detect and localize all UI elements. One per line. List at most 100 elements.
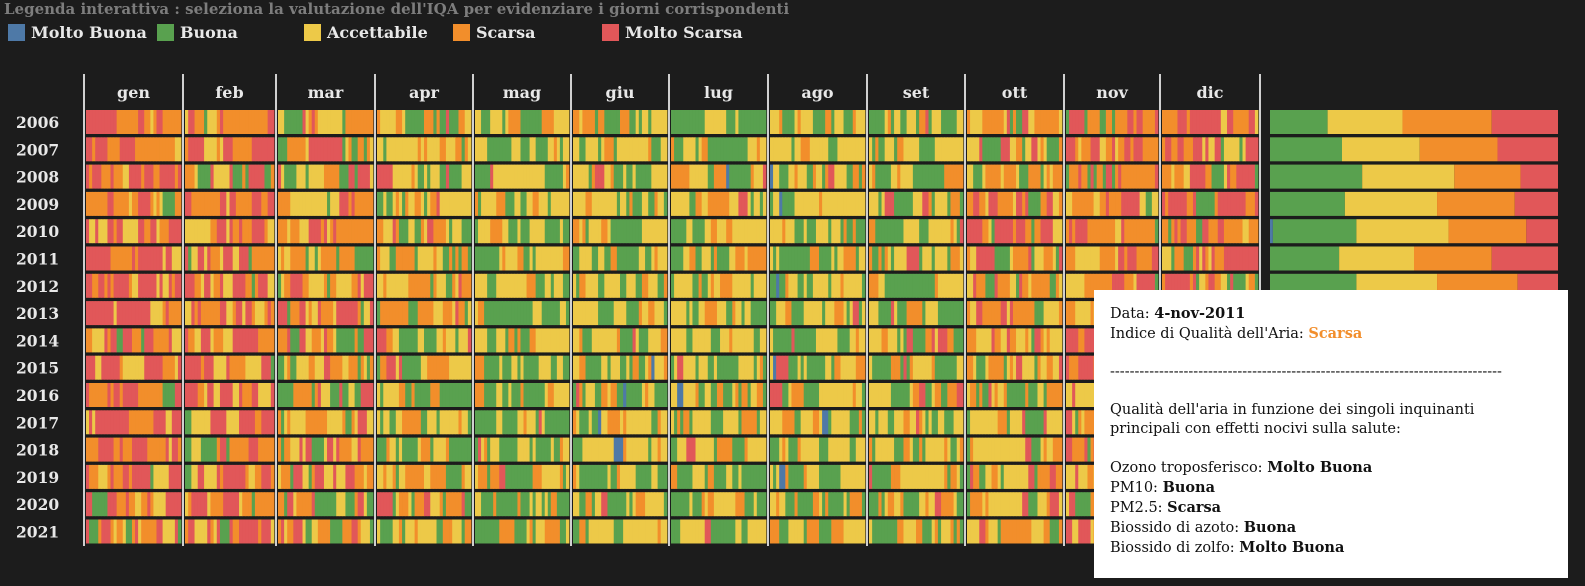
day-cell [562, 110, 567, 134]
day-cell [478, 383, 482, 407]
day-cell [499, 410, 503, 435]
legend-item-accettabile[interactable]: Accettabile [304, 22, 428, 42]
day-cell [1058, 328, 1063, 353]
day-cell [270, 383, 275, 407]
day-cell [1148, 219, 1153, 244]
day-cell [258, 383, 262, 407]
day-cell [452, 410, 456, 435]
day-cell [1186, 191, 1191, 216]
day-cell [392, 164, 397, 189]
legend-item-molto-scarsa[interactable]: Molto Scarsa [602, 22, 743, 42]
day-cell [490, 383, 494, 407]
day-cell [834, 273, 838, 298]
day-cell [1028, 219, 1032, 244]
day-cell [1025, 328, 1029, 353]
day-cell [906, 219, 911, 244]
day-cell [632, 437, 637, 462]
day-cell [200, 355, 205, 380]
day-cell [779, 328, 783, 353]
day-cell [716, 219, 721, 244]
day-cell [779, 383, 783, 407]
day-cell [738, 219, 742, 244]
day-cell [937, 137, 942, 162]
day-cell [1037, 273, 1041, 298]
day-cell [759, 355, 764, 380]
day-cell [442, 301, 447, 326]
day-cell [496, 191, 500, 216]
day-cell [475, 137, 479, 162]
day-cell [481, 383, 485, 407]
day-cell [1145, 137, 1150, 162]
day-cell [1075, 219, 1079, 244]
legend-item-buona[interactable]: Buona [157, 22, 238, 42]
day-cell [852, 328, 857, 353]
day-cell [287, 110, 291, 134]
day-cell [535, 301, 540, 326]
day-cell [815, 110, 820, 134]
day-cell [683, 355, 687, 380]
day-cell [226, 410, 230, 435]
day-cell [95, 273, 99, 298]
day-cell [293, 164, 297, 189]
day-cell [1075, 301, 1079, 326]
day-cell [585, 328, 590, 353]
day-cell [887, 246, 892, 271]
day-cell [287, 410, 291, 435]
legend-item-scarsa[interactable]: Scarsa [453, 22, 535, 42]
day-cell [1000, 164, 1005, 189]
day-cell [445, 355, 450, 380]
month-label: gen [117, 83, 150, 102]
day-cell [1165, 246, 1169, 271]
day-cell [287, 246, 291, 271]
day-cell [1052, 301, 1057, 326]
day-cell [177, 301, 182, 326]
day-cell [692, 164, 696, 189]
day-cell [890, 355, 895, 380]
day-cell [239, 383, 243, 407]
day-cell [735, 191, 739, 216]
day-cell [822, 191, 826, 216]
day-cell [556, 410, 561, 435]
day-cell [779, 137, 783, 162]
day-cell [113, 219, 118, 244]
day-cell [738, 246, 742, 271]
day-cell [366, 164, 371, 189]
day-cell [147, 437, 151, 462]
day-cell [380, 410, 384, 435]
day-cell [674, 464, 678, 489]
day-cell [308, 328, 313, 353]
day-cell [1130, 137, 1134, 162]
day-cell [464, 410, 469, 435]
day-cell [452, 273, 456, 298]
day-cell [641, 301, 646, 326]
day-cell [881, 191, 886, 216]
day-cell [701, 301, 706, 326]
day-cell [782, 383, 786, 407]
day-cell [427, 219, 431, 244]
day-cell [1081, 219, 1085, 244]
day-cell [380, 246, 384, 271]
day-cell [973, 273, 977, 298]
day-cell [1028, 301, 1032, 326]
day-cell [475, 164, 479, 189]
day-cell [1217, 273, 1222, 298]
day-cell [95, 328, 99, 353]
day-cell [1242, 137, 1247, 162]
day-cell [128, 273, 133, 298]
day-cell [1174, 164, 1178, 189]
day-cell [991, 246, 995, 271]
day-cell [511, 410, 515, 435]
legend-item-molto-buona[interactable]: Molto Buona [8, 22, 147, 42]
day-cell [601, 110, 605, 134]
day-cell [970, 191, 974, 216]
day-cell [620, 410, 624, 435]
day-cell [919, 328, 923, 353]
day-cell [445, 464, 450, 489]
day-cell [753, 383, 758, 407]
day-cell [327, 110, 331, 134]
day-cell [1012, 328, 1017, 353]
day-cell [242, 383, 246, 407]
day-cell [314, 246, 319, 271]
day-cell [1142, 273, 1147, 298]
